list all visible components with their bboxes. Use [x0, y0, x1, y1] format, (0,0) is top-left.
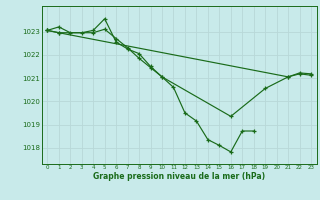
X-axis label: Graphe pression niveau de la mer (hPa): Graphe pression niveau de la mer (hPa) — [93, 172, 265, 181]
